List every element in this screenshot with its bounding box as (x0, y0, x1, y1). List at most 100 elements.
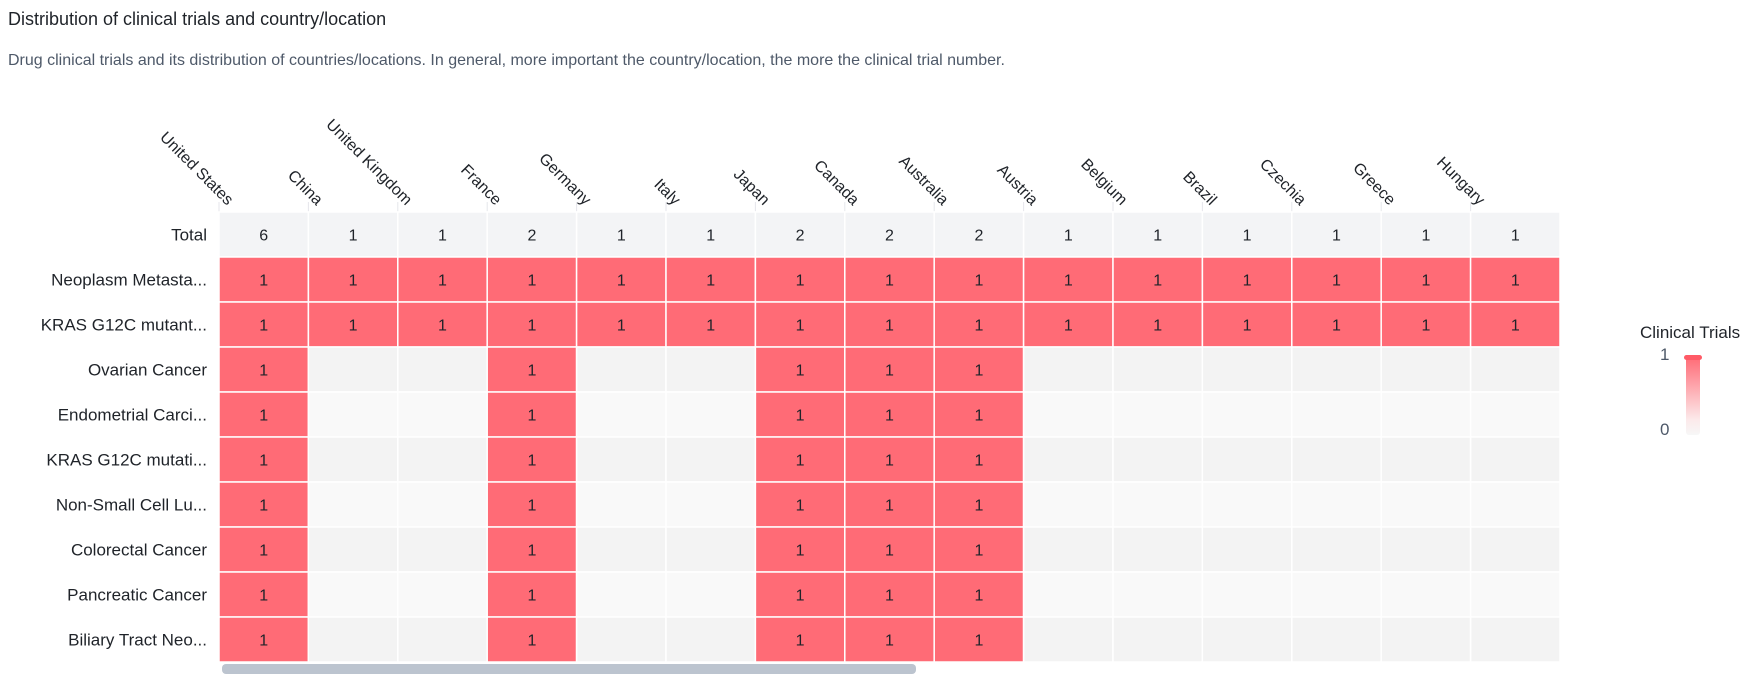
heatmap-cell (1024, 347, 1113, 392)
heatmap-cell (1024, 527, 1113, 572)
cell-value: 1 (1153, 318, 1162, 335)
cell-value: 1 (527, 633, 536, 650)
heatmap-cell (1381, 482, 1470, 527)
cell-value: 1 (1243, 318, 1252, 335)
cell-value: 1 (885, 453, 894, 470)
heatmap-cell (398, 617, 487, 662)
heatmap-cell (1381, 347, 1470, 392)
column-label: Japan (730, 166, 773, 209)
heatmap-cell (1292, 572, 1381, 617)
heatmap-cell (1113, 392, 1202, 437)
heatmap-cell (1024, 392, 1113, 437)
heatmap-cell (1381, 437, 1470, 482)
heatmap-cell (398, 482, 487, 527)
heatmap-cell (1471, 527, 1560, 572)
heatmap-cell (577, 482, 666, 527)
cell-value: 1 (527, 273, 536, 290)
column-label: Australia (895, 153, 951, 209)
row-label: KRAS G12C mutati... (46, 451, 207, 470)
total-value: 1 (617, 228, 626, 245)
column-label: China (284, 167, 326, 209)
heatmap-cell (1113, 572, 1202, 617)
row-label: Pancreatic Cancer (67, 586, 207, 605)
total-value: 1 (706, 228, 715, 245)
cell-value: 1 (259, 408, 268, 425)
cell-value: 1 (527, 318, 536, 335)
heatmap-cell (1202, 572, 1291, 617)
heatmap-cell (1202, 437, 1291, 482)
cell-value: 1 (259, 543, 268, 560)
heatmap-cell (666, 347, 755, 392)
cell-value: 1 (796, 633, 805, 650)
total-value: 6 (259, 228, 268, 245)
heatmap-cell (666, 527, 755, 572)
total-value: 1 (1332, 228, 1341, 245)
cell-value: 1 (259, 318, 268, 335)
heatmap-cell (1202, 617, 1291, 662)
cell-value: 1 (527, 363, 536, 380)
cell-value: 1 (617, 318, 626, 335)
cell-value: 1 (796, 408, 805, 425)
scrollbar-thumb[interactable] (222, 664, 916, 674)
cell-value: 1 (527, 453, 536, 470)
heatmap-cell (577, 437, 666, 482)
heatmap-cell (398, 347, 487, 392)
heatmap-cell (1381, 572, 1470, 617)
column-label: Canada (810, 157, 862, 209)
cell-value: 1 (706, 318, 715, 335)
cell-value: 1 (974, 363, 983, 380)
cell-value: 1 (796, 363, 805, 380)
heatmap-cell (398, 437, 487, 482)
heatmap-cell (1381, 527, 1470, 572)
heatmap-cell (308, 482, 397, 527)
heatmap-cell (1024, 482, 1113, 527)
cell-value: 1 (1511, 318, 1520, 335)
heatmap-cell (1292, 392, 1381, 437)
legend-max-label: 1 (1660, 345, 1669, 365)
heatmap-cell (1471, 347, 1560, 392)
cell-value: 1 (259, 588, 268, 605)
heatmap-cell (1471, 617, 1560, 662)
cell-value: 1 (974, 543, 983, 560)
column-label: United States (156, 129, 236, 209)
heatmap-cell (1202, 482, 1291, 527)
column-label: Germany (535, 150, 594, 209)
column-label: Brazil (1179, 169, 1219, 209)
legend-color-scale[interactable] (1686, 357, 1700, 435)
cell-value: 1 (527, 408, 536, 425)
heatmap-cell (308, 617, 397, 662)
cell-value: 1 (1332, 273, 1341, 290)
total-value: 2 (527, 228, 536, 245)
heatmap-cell (308, 572, 397, 617)
cell-value: 1 (885, 543, 894, 560)
row-label: Endometrial Carci... (58, 406, 207, 425)
row-label: Neoplasm Metasta... (51, 271, 207, 290)
cell-value: 1 (974, 318, 983, 335)
heatmap-cell (308, 347, 397, 392)
total-value: 2 (796, 228, 805, 245)
heatmap-cell (1113, 347, 1202, 392)
cell-value: 1 (617, 273, 626, 290)
cell-value: 1 (349, 318, 358, 335)
heatmap-cell (1381, 617, 1470, 662)
column-label: France (457, 162, 504, 209)
legend-min-label: 0 (1660, 420, 1669, 440)
cell-value: 1 (885, 408, 894, 425)
legend-handle[interactable] (1684, 355, 1702, 360)
heatmap-cell (1292, 347, 1381, 392)
cell-value: 1 (974, 408, 983, 425)
cell-value: 1 (1421, 318, 1430, 335)
heatmap-cell (1381, 392, 1470, 437)
total-value: 1 (349, 228, 358, 245)
row-label: Biliary Tract Neo... (68, 631, 207, 650)
cell-value: 1 (796, 543, 805, 560)
total-value: 1 (1243, 228, 1252, 245)
heatmap-cell (577, 572, 666, 617)
row-label: Non-Small Cell Lu... (56, 496, 207, 515)
heatmap-cell (1113, 437, 1202, 482)
heatmap-cell (1292, 617, 1381, 662)
column-label: Hungary (1433, 154, 1488, 209)
cell-value: 1 (885, 363, 894, 380)
total-value: 1 (1511, 228, 1520, 245)
cell-value: 1 (527, 543, 536, 560)
